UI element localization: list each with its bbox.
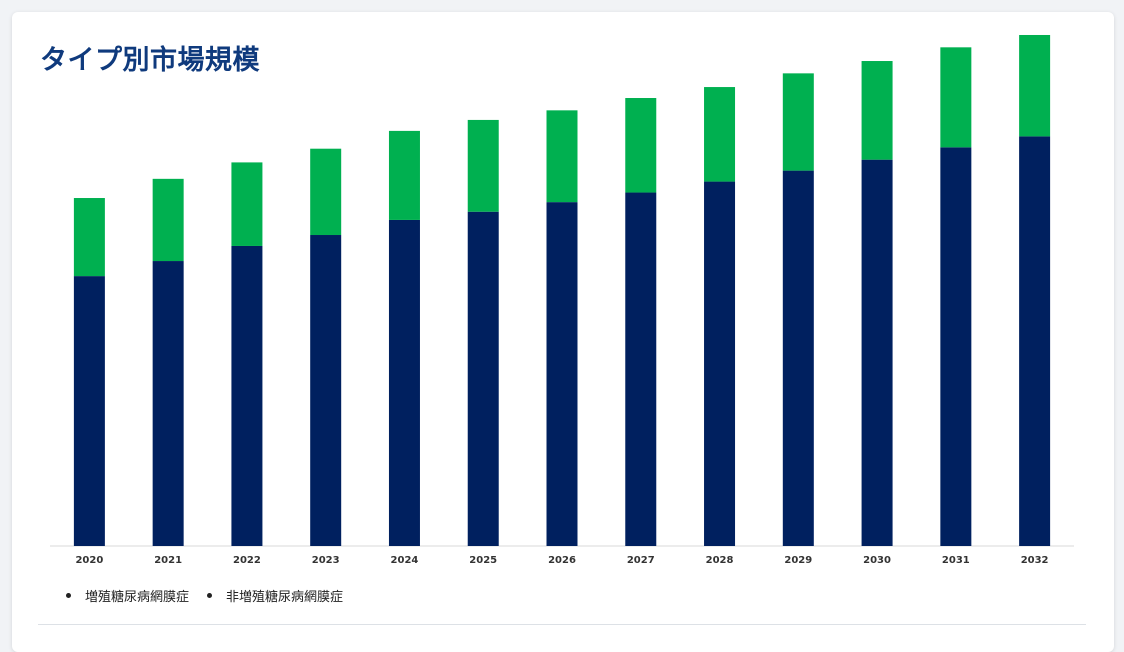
bar-proliferative-2027[interactable] <box>625 98 657 193</box>
bar-non-proliferative-2030[interactable] <box>861 159 893 546</box>
bar-proliferative-2031[interactable] <box>940 47 972 148</box>
bar-proliferative-2025[interactable] <box>467 119 499 212</box>
x-tick-label: 2027 <box>627 555 655 566</box>
x-tick-label: 2024 <box>391 555 419 566</box>
bar-non-proliferative-2029[interactable] <box>782 170 814 546</box>
bar-proliferative-2023[interactable] <box>310 148 342 236</box>
legend-item-proliferative[interactable]: 増殖糖尿病網膜症 <box>66 586 189 605</box>
x-tick-label: 2026 <box>548 555 576 566</box>
chart-card: タイプ別市場規模 2020 2021 2022 2023 2024 2025 2026 202… <box>12 12 1114 652</box>
x-tick-label: 2021 <box>154 555 182 566</box>
bar-non-proliferative-2023[interactable] <box>310 235 342 546</box>
bar-proliferative-2026[interactable] <box>546 110 578 203</box>
x-tick-label: 2023 <box>312 555 340 566</box>
x-tick-label: 2025 <box>469 555 497 566</box>
bottom-divider <box>38 624 1086 625</box>
card-title: タイプ別市場規模 <box>40 45 260 76</box>
bar-proliferative-2030[interactable] <box>861 61 893 160</box>
bar-non-proliferative-2024[interactable] <box>388 219 420 546</box>
bar-proliferative-2020[interactable] <box>73 198 105 277</box>
bar-non-proliferative-2032[interactable] <box>1019 136 1051 546</box>
bar-proliferative-2024[interactable] <box>388 130 420 220</box>
legend-bullet <box>66 593 71 598</box>
stacked-bar-chart: 2020 2021 2022 2023 2024 2025 2026 2027 2028 2029… <box>50 34 1074 566</box>
x-tick-label: 2029 <box>784 555 812 566</box>
bar-non-proliferative-2022[interactable] <box>231 245 263 546</box>
chart-legend: 増殖糖尿病網膜症 非増殖糖尿病網膜症 <box>66 586 361 605</box>
legend-label: 増殖糖尿病網膜症 <box>85 590 190 605</box>
bar-proliferative-2029[interactable] <box>782 73 814 171</box>
legend-item-non-proliferative[interactable]: 非増殖糖尿病網膜症 <box>207 586 343 605</box>
bar-non-proliferative-2025[interactable] <box>467 211 499 546</box>
bar-proliferative-2022[interactable] <box>231 162 263 246</box>
bar-non-proliferative-2026[interactable] <box>546 202 578 546</box>
bar-proliferative-2032[interactable] <box>1019 34 1051 137</box>
bar-non-proliferative-2021[interactable] <box>152 261 184 546</box>
bar-non-proliferative-2031[interactable] <box>940 147 972 546</box>
bar-non-proliferative-2020[interactable] <box>73 276 105 546</box>
legend-bullet <box>207 593 213 598</box>
x-tick-label: 2030 <box>863 555 891 566</box>
x-tick-label: 2020 <box>75 555 103 566</box>
x-tick-label: 2028 <box>706 555 734 566</box>
legend-label: 非増殖糖尿病網膜症 <box>226 590 344 605</box>
bar-non-proliferative-2027[interactable] <box>625 192 657 547</box>
x-tick-label: 2031 <box>942 555 970 566</box>
x-tick-label: 2032 <box>1021 555 1049 566</box>
bar-proliferative-2028[interactable] <box>704 87 736 182</box>
bar-proliferative-2021[interactable] <box>152 178 184 262</box>
x-tick-label: 2022 <box>233 555 261 566</box>
bar-non-proliferative-2028[interactable] <box>704 181 736 546</box>
